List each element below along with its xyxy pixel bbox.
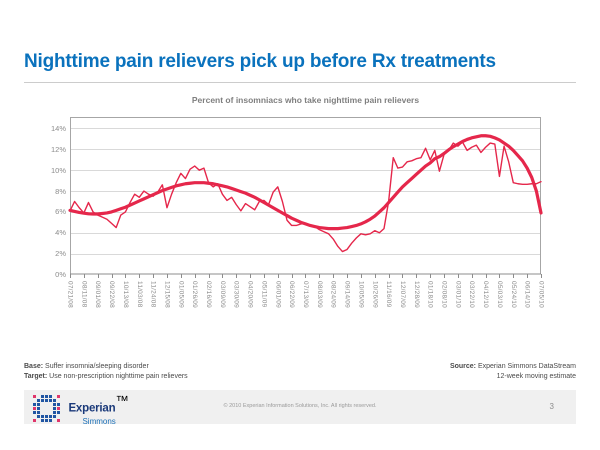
copyright-text: © 2010 Experian Information Solutions, I…	[223, 403, 377, 409]
x-tick-label: 03/01/10	[454, 281, 462, 308]
x-tick-label: 11/16/09	[385, 281, 393, 308]
x-tick-label: 10/26/09	[371, 281, 379, 308]
x-tick-label: 08/03/09	[315, 281, 323, 308]
x-tick-label: 12/07/09	[398, 281, 406, 308]
sub-brand-name: Simmons	[82, 417, 116, 427]
y-tick-label: 12%	[50, 144, 66, 154]
x-tick-label: 05/03/10	[495, 281, 503, 308]
target-note: Target: Use non-prescription nighttime p…	[24, 372, 188, 382]
title-divider	[24, 82, 576, 83]
chart-title: Percent of insomniacs who take nighttime…	[191, 95, 420, 105]
y-tick-label: 10%	[50, 165, 66, 175]
trademark-symbol: ™	[115, 393, 129, 408]
page-number: 3	[549, 402, 554, 411]
footer-bar: Experian™ Simmons © 2010 Experian Inform…	[24, 390, 576, 426]
x-tick-label: 10/05/09	[357, 281, 365, 308]
x-tick-label: 01/05/09	[177, 281, 185, 308]
x-tick-label: 04/12/10	[482, 281, 490, 308]
brand-text: Experian™ Simmons	[68, 393, 128, 426]
y-tick-label: 6%	[55, 207, 66, 217]
slide-title: Nighttime pain relievers pick up before …	[24, 51, 496, 72]
source-text: Experian Simmons DataStream	[476, 363, 576, 370]
x-tick-label: 09/14/09	[343, 281, 351, 308]
x-tick-label: 07/21/08	[66, 281, 74, 308]
x-tick-label: 03/30/09	[232, 281, 240, 308]
x-tick-label: 01/26/09	[191, 281, 199, 308]
x-tick-label: 06/22/09	[288, 281, 296, 308]
x-tick-label: 11/24/08	[149, 281, 157, 308]
source-note-line2: 12-week moving estimate	[496, 373, 576, 380]
source-note: Source: Experian Simmons DataStream	[450, 362, 576, 372]
x-tick-label: 05/24/10	[509, 281, 517, 308]
x-tick-label: 07/05/10	[537, 281, 545, 308]
x-tick-label: 12/28/09	[412, 281, 420, 308]
x-tick-label: 02/16/09	[205, 281, 213, 308]
x-tick-label: 08/24/09	[329, 281, 337, 308]
x-tick-label: 07/13/09	[302, 281, 309, 308]
x-tick-label: 02/08/10	[440, 281, 448, 308]
source-notes: Source: Experian Simmons DataStream 12-w…	[450, 362, 576, 382]
series-thick	[68, 134, 543, 231]
target-label: Target:	[24, 373, 48, 380]
y-tick-label: 4%	[55, 228, 66, 238]
y-tick-label: 2%	[55, 249, 66, 259]
x-tick-label: 11/03/08	[135, 281, 143, 308]
y-tick-label: 14%	[50, 123, 66, 133]
x-tick-label: 04/20/09	[246, 281, 254, 308]
x-tick-label: 12/15/08	[163, 281, 171, 308]
base-target-notes: Base: Suffer insomnia/sleeping disorder …	[24, 362, 188, 382]
brand-name: Experian	[68, 402, 116, 415]
experian-dots-icon	[33, 395, 60, 422]
x-tick-label: 01/18/10	[426, 281, 434, 308]
line-chart	[68, 117, 543, 278]
x-tick-label: 06/14/10	[523, 281, 531, 308]
base-note: Base: Suffer insomnia/sleeping disorder	[24, 362, 188, 372]
base-label: Base:	[24, 363, 44, 370]
series-thin	[69, 141, 542, 253]
y-tick-label: 0%	[55, 270, 66, 279]
x-tick-label: 09/01/08	[94, 281, 102, 308]
x-tick-label: 10/13/08	[121, 281, 129, 308]
x-tick-label: 09/22/08	[108, 281, 116, 308]
x-tick-label: 03/22/10	[468, 281, 476, 308]
x-tick-label: 03/09/09	[218, 281, 226, 308]
x-tick-label: 08/11/08	[80, 281, 88, 308]
experian-simmons-logo: Experian™ Simmons	[33, 393, 129, 426]
base-text: Suffer insomnia/sleeping disorder	[43, 363, 149, 370]
x-tick-label: 05/11/09	[260, 281, 268, 308]
y-tick-label: 8%	[55, 186, 66, 196]
source-label: Source:	[449, 363, 477, 370]
target-text: Use non-prescription nighttime pain reli…	[47, 373, 188, 380]
x-tick-label: 06/01/09	[274, 281, 282, 308]
